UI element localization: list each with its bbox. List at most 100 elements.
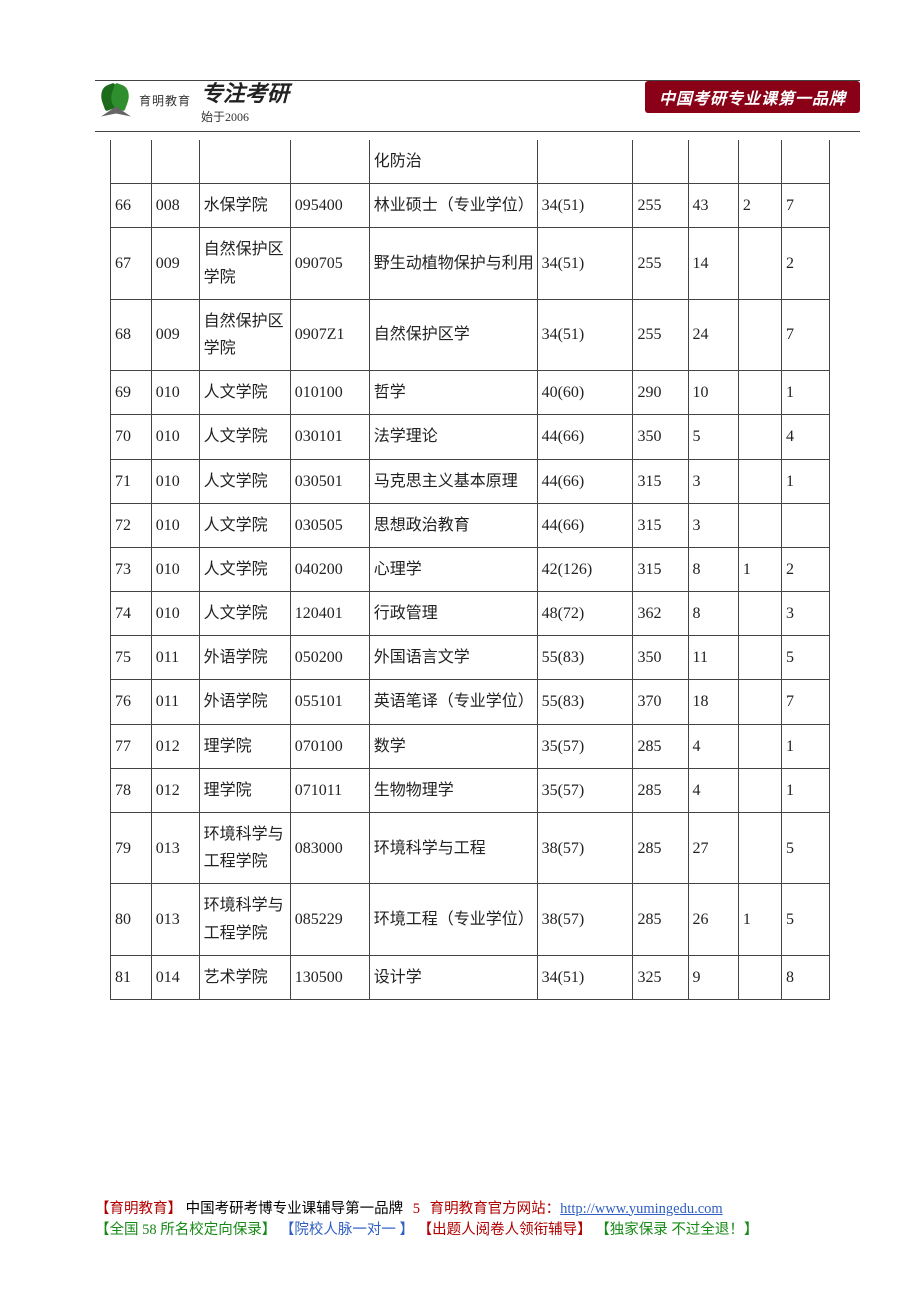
table-cell: 1 [782,724,830,768]
table-cell: 083000 [290,813,369,884]
table-cell: 心理学 [369,547,537,591]
logo-script: 专注考研 [201,76,289,108]
table-cell: 290 [633,371,688,415]
table-row: 74010人文学院120401行政管理48(72)36283 [111,592,830,636]
table-cell: 27 [688,813,738,884]
table-cell: 69 [111,371,152,415]
table-cell: 012 [151,768,199,812]
table-cell: 34(51) [537,184,633,228]
table-cell: 2 [782,228,830,299]
table-cell: 9 [688,955,738,999]
table-cell: 34(51) [537,955,633,999]
table-cell: 79 [111,813,152,884]
table-cell: 350 [633,415,688,459]
table-row: 68009自然保护区学院0907Z1自然保护区学34(51)255247 [111,299,830,370]
table-cell: 环境科学与工程学院 [199,884,290,955]
logo-text: 育明教育 [139,92,191,109]
footer-brand: 【育明教育】 [95,1201,182,1217]
table-cell [738,371,781,415]
table-cell: 44(66) [537,415,633,459]
table-cell: 外语学院 [199,680,290,724]
table-cell [738,680,781,724]
brand-ribbon: 中国考研专业课第一品牌 [645,81,860,113]
footer-tag-c: 【出题人阅卷人领衔辅导】 [414,1222,592,1238]
table-cell: 055101 [290,680,369,724]
table-cell: 48(72) [537,592,633,636]
table-cell: 095400 [290,184,369,228]
table-cell [738,415,781,459]
table-cell: 野生动植物保护与利用 [369,228,537,299]
table-cell: 44(66) [537,503,633,547]
table-cell: 34(51) [537,299,633,370]
table-cell: 071011 [290,768,369,812]
table-cell: 255 [633,299,688,370]
table-cell [738,592,781,636]
table-cell: 0907Z1 [290,299,369,370]
table-cell [782,140,830,184]
table-row: 69010人文学院010100哲学40(60)290101 [111,371,830,415]
table-cell: 环境工程（专业学位） [369,884,537,955]
table-cell: 008 [151,184,199,228]
table-cell: 哲学 [369,371,537,415]
table-cell: 120401 [290,592,369,636]
table-cell: 1 [782,371,830,415]
table-cell: 010 [151,371,199,415]
table-cell: 7 [782,299,830,370]
table-cell: 思想政治教育 [369,503,537,547]
table-cell: 人文学院 [199,459,290,503]
table-cell: 010 [151,459,199,503]
table-cell: 42(126) [537,547,633,591]
table-cell: 38(57) [537,884,633,955]
table-row: 79013环境科学与工程学院083000环境科学与工程38(57)285275 [111,813,830,884]
table-cell [738,813,781,884]
table-cell: 362 [633,592,688,636]
table-cell: 130500 [290,955,369,999]
table-cell: 72 [111,503,152,547]
table-row: 70010人文学院030101法学理论44(66)35054 [111,415,830,459]
table-cell: 水保学院 [199,184,290,228]
table-cell [738,503,781,547]
table-cell: 2 [782,547,830,591]
table-cell: 人文学院 [199,547,290,591]
footer-site-label: 育明教育官方网站： [430,1201,561,1217]
table-cell: 14 [688,228,738,299]
table-cell: 10 [688,371,738,415]
footer-tag-d: 【独家保录 不过全退！】 [592,1222,759,1238]
table-cell: 4 [688,768,738,812]
page-header: 育明教育 专注考研 始于2006 中国考研专业课第一品牌 [95,80,860,132]
table-cell [738,459,781,503]
table-cell: 4 [782,415,830,459]
table-cell: 行政管理 [369,592,537,636]
table-cell: 285 [633,724,688,768]
table-cell: 70 [111,415,152,459]
table-cell: 315 [633,459,688,503]
table-cell: 理学院 [199,724,290,768]
table-cell: 1 [782,768,830,812]
table-cell: 55(83) [537,680,633,724]
table-cell: 5 [782,884,830,955]
table-cell: 014 [151,955,199,999]
table-cell [151,140,199,184]
table-cell: 人文学院 [199,415,290,459]
table-cell: 55(83) [537,636,633,680]
table-cell: 英语笔译（专业学位） [369,680,537,724]
table-cell [688,140,738,184]
page-footer: 【育明教育】 中国考研考博专业课辅导第一品牌 5 育明教育官方网站：http:/… [95,1199,860,1243]
table-cell: 3 [688,503,738,547]
table-cell: 010 [151,592,199,636]
table-cell: 1 [782,459,830,503]
table-cell: 285 [633,768,688,812]
table-cell: 人文学院 [199,503,290,547]
table-cell [738,228,781,299]
table-cell: 2 [738,184,781,228]
table-cell: 数学 [369,724,537,768]
table-cell: 77 [111,724,152,768]
table-row: 71010人文学院030501马克思主义基本原理44(66)31531 [111,459,830,503]
table-cell: 71 [111,459,152,503]
table-cell [199,140,290,184]
table-cell: 化防治 [369,140,537,184]
table-cell: 090705 [290,228,369,299]
table-cell: 艺术学院 [199,955,290,999]
footer-url[interactable]: http://www.yumingedu.com [560,1201,723,1217]
table-cell: 1 [738,884,781,955]
